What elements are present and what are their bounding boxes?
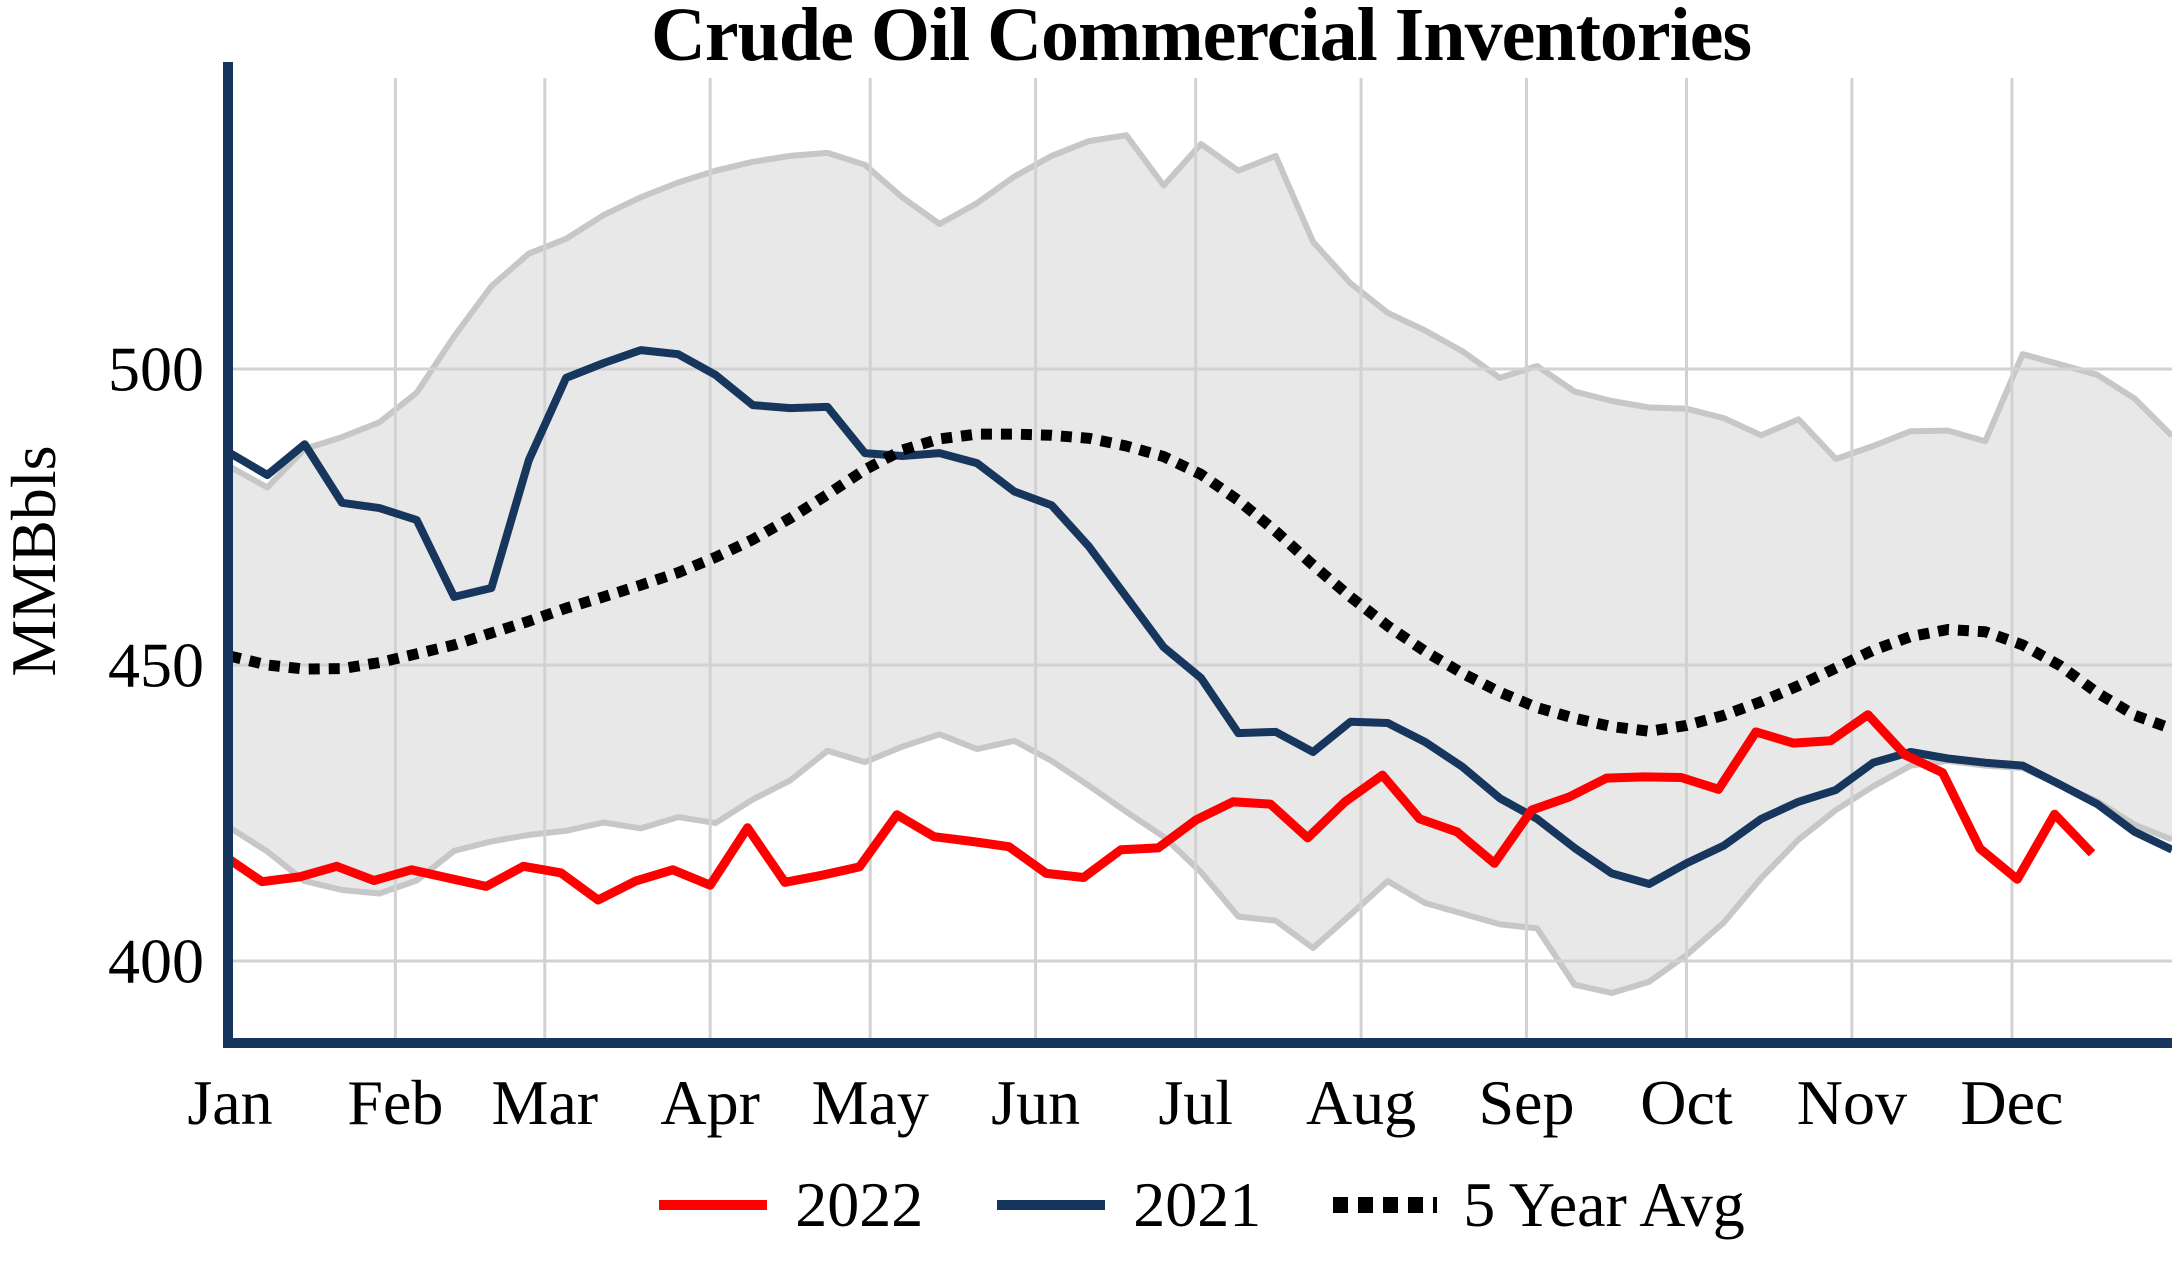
x-tick-label-jul: Jul bbox=[1158, 1067, 1233, 1138]
x-tick-label-feb: Feb bbox=[347, 1067, 443, 1138]
series-line-2022 bbox=[227, 710, 2096, 905]
legend-swatch-2021-line-icon bbox=[997, 1200, 1106, 1210]
chart-title: Crude Oil Commercial Inventories bbox=[650, 0, 1752, 77]
legend-label-2021: 2021 bbox=[1133, 1169, 1262, 1240]
band-lower-edge bbox=[228, 731, 2172, 996]
legend-label-2022: 2022 bbox=[795, 1169, 924, 1240]
legend-item-2021: 2021 bbox=[995, 1168, 1261, 1242]
x-tick-label-oct: Oct bbox=[1640, 1067, 1733, 1138]
x-tick-label-mar: Mar bbox=[491, 1067, 598, 1138]
series-line-5-year-avg bbox=[228, 428, 2172, 737]
legend-item-2022: 2022 bbox=[657, 1168, 923, 1242]
x-tick-label-dec: Dec bbox=[1960, 1067, 2063, 1138]
band-upper-edge bbox=[228, 132, 2172, 491]
x-tick-label-aug: Aug bbox=[1306, 1067, 1416, 1138]
y-tick-label: 500 bbox=[108, 334, 204, 405]
chart-legend: 2022 2021 5 Year Avg bbox=[230, 1168, 2172, 1242]
legend-swatch-2022-line-icon bbox=[659, 1200, 768, 1210]
legend-item-5yr-avg: 5 Year Avg bbox=[1333, 1168, 1745, 1242]
x-tick-label-apr: Apr bbox=[660, 1067, 760, 1138]
y-tick-label: 450 bbox=[108, 630, 204, 701]
x-tick-label-nov: Nov bbox=[1797, 1067, 1907, 1138]
x-tick-label-may: May bbox=[812, 1067, 929, 1138]
x-tick-label-jan: Jan bbox=[187, 1067, 272, 1138]
series-line-2021 bbox=[227, 346, 2172, 888]
legend-label-5yr-avg: 5 Year Avg bbox=[1463, 1169, 1745, 1240]
y-tick-label: 400 bbox=[108, 926, 204, 997]
x-tick-label-jun: Jun bbox=[991, 1067, 1080, 1138]
x-tick-label-sep: Sep bbox=[1478, 1067, 1574, 1138]
legend-swatch-5yr-dotted-icon bbox=[1333, 1197, 1438, 1213]
